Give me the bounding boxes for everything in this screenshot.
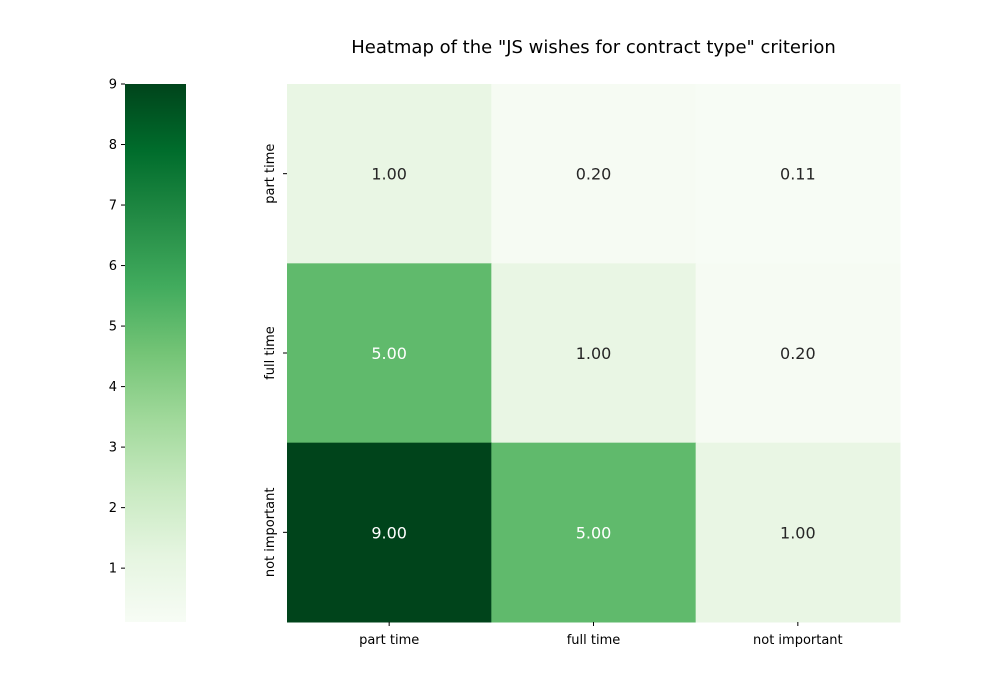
heatmap-cell xyxy=(491,442,697,623)
heatmap-cell xyxy=(287,84,492,264)
cell-value-label: 5.00 xyxy=(576,523,612,542)
colorbar-tick-label: 6 xyxy=(109,259,117,274)
cell-value-label: 9.00 xyxy=(371,523,407,542)
cell-value-label: 0.20 xyxy=(576,165,612,184)
colorbar: 1 2 3 4 5 6 7 8 9 xyxy=(109,78,186,622)
cell-value-label: 1.00 xyxy=(576,344,612,363)
heatmap-cells: 1.00 0.20 0.11 5.00 1.00 0.20 9.00 5.00 1.00 xyxy=(287,84,901,623)
y-axis: part time full time not important xyxy=(263,144,287,578)
x-tick-label: not important xyxy=(753,633,843,648)
x-tick-label: part time xyxy=(359,633,419,648)
cell-value-label: 5.00 xyxy=(371,344,407,363)
y-tick-label: not important xyxy=(263,488,278,578)
colorbar-tick-label: 4 xyxy=(109,380,117,395)
colorbar-tick-label: 7 xyxy=(109,199,117,214)
cell-value-label: 1.00 xyxy=(780,523,816,542)
heatmap-cell xyxy=(491,263,697,444)
chart-title: Heatmap of the "JS wishes for contract t… xyxy=(351,37,836,58)
heatmap-cell xyxy=(287,263,492,444)
cell-value-label: 0.20 xyxy=(780,344,816,363)
heatmap-cell xyxy=(287,442,492,623)
colorbar-tick-label: 2 xyxy=(109,501,117,516)
colorbar-tick-label: 8 xyxy=(109,138,117,153)
y-tick-label: full time xyxy=(263,326,278,380)
cell-value-label: 0.11 xyxy=(780,165,816,184)
heatmap-cell xyxy=(695,442,901,623)
cell-value-label: 1.00 xyxy=(371,165,407,184)
heatmap-cell xyxy=(695,84,901,264)
heatmap-cell xyxy=(491,84,697,264)
y-tick-label: part time xyxy=(263,144,278,204)
heatmap-cell xyxy=(695,263,901,444)
x-axis: part time full time not important xyxy=(359,622,843,648)
colorbar-tick-label: 3 xyxy=(109,441,117,456)
colorbar-tick-label: 1 xyxy=(109,562,117,577)
x-tick-label: full time xyxy=(567,633,621,648)
colorbar-tick-label: 5 xyxy=(109,320,117,335)
colorbar-tick-label: 9 xyxy=(109,78,117,93)
colorbar-gradient xyxy=(125,84,186,622)
